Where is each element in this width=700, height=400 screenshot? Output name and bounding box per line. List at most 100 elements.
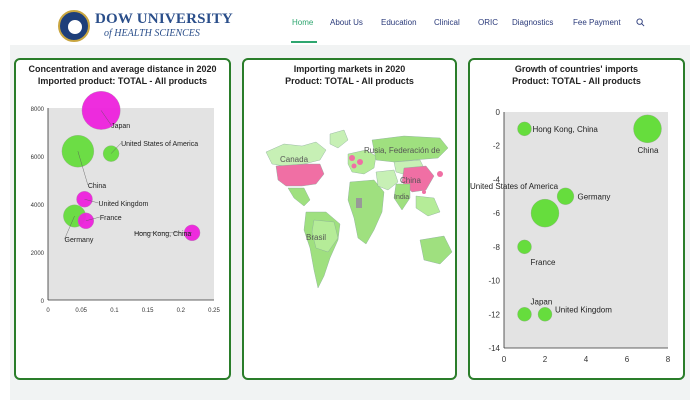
map-region-southeast-asia: [415, 195, 441, 217]
bubble-leader-line: [64, 215, 75, 240]
x-tick-label: 0.1: [110, 308, 119, 314]
site-header: DOW UNIVERSITY of HEALTH SCIENCES Home A…: [0, 0, 700, 45]
x-tick-label: 0: [46, 308, 50, 314]
bubble-leader-line: [77, 151, 89, 186]
map-label-india: India: [394, 194, 409, 201]
concentration-chart: 0 2000 4000 6000 8000 0 0.05 0.1 0.15 0.2 0.25 Japa…: [31, 91, 220, 314]
map-region-australia: [419, 235, 453, 265]
university-logo[interactable]: DOW UNIVERSITY of HEALTH SCIENCES: [58, 10, 233, 44]
x-tick-label: 8: [666, 355, 671, 364]
bubble-leader-line: [84, 199, 99, 204]
bubble-leader-line: [100, 110, 112, 126]
y-tick-label: -8: [493, 243, 501, 252]
logo-line1: DOW UNIVERSITY: [95, 11, 233, 27]
search-icon[interactable]: [636, 18, 645, 27]
map-label-china: China: [400, 176, 421, 185]
bubble-leader-line: [110, 142, 122, 154]
bubble-label: Germany: [578, 192, 611, 201]
middle-panel-subtitle: Product: TOTAL - All products: [285, 76, 414, 86]
bubble-china: [633, 114, 662, 144]
bubble-united-states-of-america: [530, 198, 560, 228]
bubble-label: France: [531, 258, 556, 267]
y-tick-label: -2: [493, 142, 501, 151]
map-region-africa: [347, 179, 385, 245]
y-tick-label: -4: [493, 175, 501, 184]
y-tick-label: -10: [488, 277, 500, 286]
middle-panel-title: Importing markets in 2020: [293, 64, 406, 74]
x-tick-label: 2: [543, 355, 548, 364]
map-region-japan: [437, 171, 443, 177]
x-tick-label: 6: [625, 355, 630, 364]
bubble-label: Hong Kong, China: [134, 231, 191, 238]
left-panel-subtitle: Imported product: TOTAL - All products: [37, 76, 208, 86]
bubble-france: [517, 239, 532, 255]
nav-education[interactable]: Education: [381, 18, 417, 27]
x-tick-label: 4: [584, 355, 589, 364]
concentration-chart-panel: Concentration and average distance in 20…: [14, 58, 231, 380]
importing-markets-map-panel: Importing markets in 2020 Product: TOTAL…: [242, 58, 457, 380]
bubble-label: United States of America: [470, 182, 559, 191]
bubble-label: Japan: [111, 123, 130, 130]
right-panel-subtitle: Product: TOTAL - All products: [512, 76, 641, 86]
y-tick-label: 4000: [31, 203, 45, 209]
y-tick-label: 8000: [31, 107, 45, 113]
map-region-uk: [349, 155, 355, 161]
bubble-label: Germany: [65, 237, 94, 244]
map-region-africa-nodata: [356, 198, 362, 208]
bubble-label: China: [88, 183, 106, 190]
bubble-germany: [556, 187, 575, 205]
y-tick-label: 0: [41, 299, 45, 305]
import-growth-chart-panel: Growth of countries' imports Product: TO…: [468, 58, 685, 380]
y-tick-label: -14: [488, 344, 500, 353]
y-tick-label: -6: [493, 209, 501, 218]
plot-area: [504, 112, 668, 348]
bubble-label: China: [638, 146, 659, 155]
y-tick-label: -12: [488, 310, 500, 319]
bubble-label: Japan: [531, 297, 553, 306]
bubble-label: United Kingdom: [99, 201, 149, 208]
y-tick-label: 6000: [31, 155, 45, 161]
map-region-greenland: [329, 129, 349, 149]
x-tick-label: 0: [502, 355, 507, 364]
world-map[interactable]: Canada Rusia, Federación de China India …: [244, 120, 455, 320]
bubble-label: United States of America: [121, 141, 198, 148]
map-region-mexico-central: [287, 187, 311, 207]
main-nav: Home About Us Education Clinical ORIC Di…: [0, 18, 700, 32]
right-panel-title: Growth of countries' imports: [514, 64, 639, 74]
x-tick-label: 0.2: [177, 308, 186, 314]
nav-active-underline: [291, 41, 317, 43]
logo-line2: of HEALTH SCIENCES: [104, 28, 200, 39]
map-region-russia: [371, 135, 449, 163]
nav-fee-payment[interactable]: Fee Payment: [573, 18, 621, 27]
university-seal-icon: [58, 10, 90, 42]
x-tick-label: 0.05: [75, 308, 87, 314]
bubble-united-states-of-america: [102, 145, 120, 162]
bubble-label: United Kingdom: [555, 305, 612, 314]
map-region-germany: [357, 159, 363, 165]
map-region-usa: [275, 163, 325, 187]
nav-about-us[interactable]: About Us: [330, 18, 363, 27]
bubble-label: Hong Kong, China: [533, 125, 599, 134]
nav-clinical[interactable]: Clinical: [434, 18, 460, 27]
bubble-china: [61, 135, 95, 168]
map-label-canada: Canada: [280, 155, 309, 164]
map-region-middle-east: [375, 169, 399, 191]
nav-home[interactable]: Home: [292, 18, 314, 27]
x-tick-label: 0.15: [142, 308, 154, 314]
bubble-japan: [81, 91, 121, 130]
bubble-united-kingdom: [537, 307, 553, 322]
map-region-brasil: [311, 219, 339, 253]
map-region-india: [393, 183, 411, 211]
bubble-hong-kong-china: [517, 121, 532, 137]
y-tick-label: 0: [496, 108, 501, 117]
nav-diagnostics[interactable]: Diagnostics: [512, 18, 554, 27]
left-panel-title: Concentration and average distance in 20…: [28, 64, 217, 74]
map-label-brasil: Brasil: [306, 233, 326, 242]
nav-oric[interactable]: ORIC: [478, 18, 498, 27]
bubble-leader-line: [85, 216, 100, 221]
map-label-russia: Rusia, Federación de: [364, 146, 441, 155]
map-region-canada: [265, 141, 327, 167]
y-tick-label: 2000: [31, 251, 45, 257]
map-region-france: [351, 163, 357, 169]
